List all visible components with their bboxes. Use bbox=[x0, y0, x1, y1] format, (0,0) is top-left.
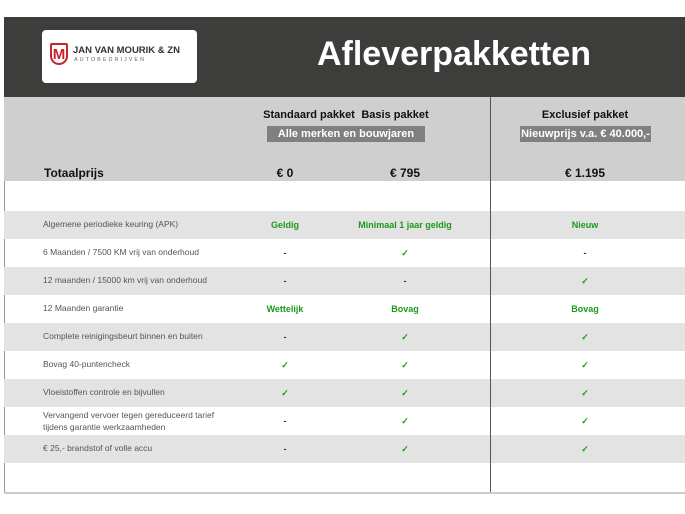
table-row: Vervangend vervoer tegen gereduceerd tar… bbox=[4, 407, 685, 435]
cell-standaard: - bbox=[283, 332, 287, 342]
group-note: Alle merken en bouwjaren bbox=[267, 126, 425, 142]
total-basis: € 795 bbox=[389, 166, 421, 180]
check-icon: ✓ bbox=[581, 388, 589, 398]
row-label: 12 maanden / 15000 km vrij van onderhoud bbox=[43, 275, 207, 285]
row-label: Complete reinigingsbeurt binnen en buite… bbox=[43, 331, 203, 341]
check-icon: ✓ bbox=[581, 360, 589, 370]
table-row: Vloeistoffen controle en bijvullen ✓ ✓ ✓ bbox=[4, 379, 685, 407]
table-row: Algemene periodieke keuring (APK) Geldig M… bbox=[4, 211, 685, 239]
cell-basis: - bbox=[403, 276, 407, 286]
check-icon: ✓ bbox=[281, 360, 289, 370]
row-label: Algemene periodieke keuring (APK) bbox=[43, 219, 179, 229]
check-icon: ✓ bbox=[401, 360, 409, 370]
col-exclusief: Exclusief pakket bbox=[541, 109, 629, 121]
cell-exclusief: Bovag bbox=[571, 304, 599, 314]
cell-exclusief: - bbox=[583, 248, 587, 258]
cell-basis: Minimaal 1 jaar geldig bbox=[358, 220, 452, 230]
cell-basis: Bovag bbox=[391, 304, 419, 314]
logo-name: JAN VAN MOURIK & ZN bbox=[73, 45, 180, 56]
check-icon: ✓ bbox=[401, 332, 409, 342]
col-standaard: Standaard pakket bbox=[263, 109, 355, 121]
table-row: 12 maanden / 15000 km vrij van onderhoud… bbox=[4, 267, 685, 295]
check-icon: ✓ bbox=[401, 444, 409, 454]
table-row: Complete reinigingsbeurt binnen en buite… bbox=[4, 323, 685, 351]
check-icon: ✓ bbox=[581, 416, 589, 426]
col-basis: Basis pakket bbox=[361, 109, 429, 121]
table-frame bbox=[4, 17, 685, 494]
cell-standaard: - bbox=[283, 248, 287, 258]
check-icon: ✓ bbox=[401, 388, 409, 398]
cell-standaard: - bbox=[283, 416, 287, 426]
check-icon: ✓ bbox=[401, 248, 409, 258]
check-icon: ✓ bbox=[281, 388, 289, 398]
row-label: Bovag 40-puntencheck bbox=[43, 359, 130, 369]
exclusief-note: Nieuwprijs v.a. € 40.000,- bbox=[520, 126, 651, 142]
row-label: Vloeistoffen controle en bijvullen bbox=[43, 387, 165, 397]
column-divider bbox=[490, 97, 491, 494]
total-standaard: € 0 bbox=[276, 166, 294, 180]
logo-subtitle: AUTOBEDRIJVEN bbox=[74, 57, 147, 63]
table-row: 6 Maanden / 7500 KM vrij van onderhoud - ✓… bbox=[4, 239, 685, 267]
total-exclusief: € 1.195 bbox=[564, 166, 606, 180]
bottom-border bbox=[4, 492, 685, 494]
row-label: € 25,- brandstof of volle accu bbox=[43, 443, 153, 453]
page-title: Afleverpakketten bbox=[316, 35, 591, 73]
check-icon: ✓ bbox=[581, 332, 589, 342]
table-row: € 25,- brandstof of volle accu - ✓ ✓ bbox=[4, 435, 685, 463]
row-label: 6 Maanden / 7500 KM vrij van onderhoud bbox=[43, 247, 199, 257]
cell-standaard: - bbox=[283, 444, 287, 454]
header-bar: M JAN VAN MOURIK & ZN AUTOBEDRIJVEN Afle… bbox=[4, 17, 685, 97]
cell-standaard: Wettelijk bbox=[266, 304, 304, 314]
total-label: Totaalprijs bbox=[44, 166, 104, 180]
table-row: 12 Maanden garantie Wettelijk Bovag Bovag bbox=[4, 295, 685, 323]
row-label: 12 Maanden garantie bbox=[43, 303, 124, 313]
cell-exclusief: Nieuw bbox=[571, 220, 599, 230]
cell-standaard: - bbox=[283, 276, 287, 286]
cell-standaard: Geldig bbox=[270, 220, 300, 230]
company-logo: M JAN VAN MOURIK & ZN AUTOBEDRIJVEN bbox=[42, 30, 197, 83]
table-row: Bovag 40-puntencheck ✓ ✓ ✓ bbox=[4, 351, 685, 379]
row-label: Vervangend vervoer tegen gereduceerd tar… bbox=[43, 410, 215, 432]
check-icon: ✓ bbox=[581, 276, 589, 286]
check-icon: ✓ bbox=[401, 416, 409, 426]
check-icon: ✓ bbox=[581, 444, 589, 454]
logo-shield-icon: M bbox=[50, 43, 68, 65]
